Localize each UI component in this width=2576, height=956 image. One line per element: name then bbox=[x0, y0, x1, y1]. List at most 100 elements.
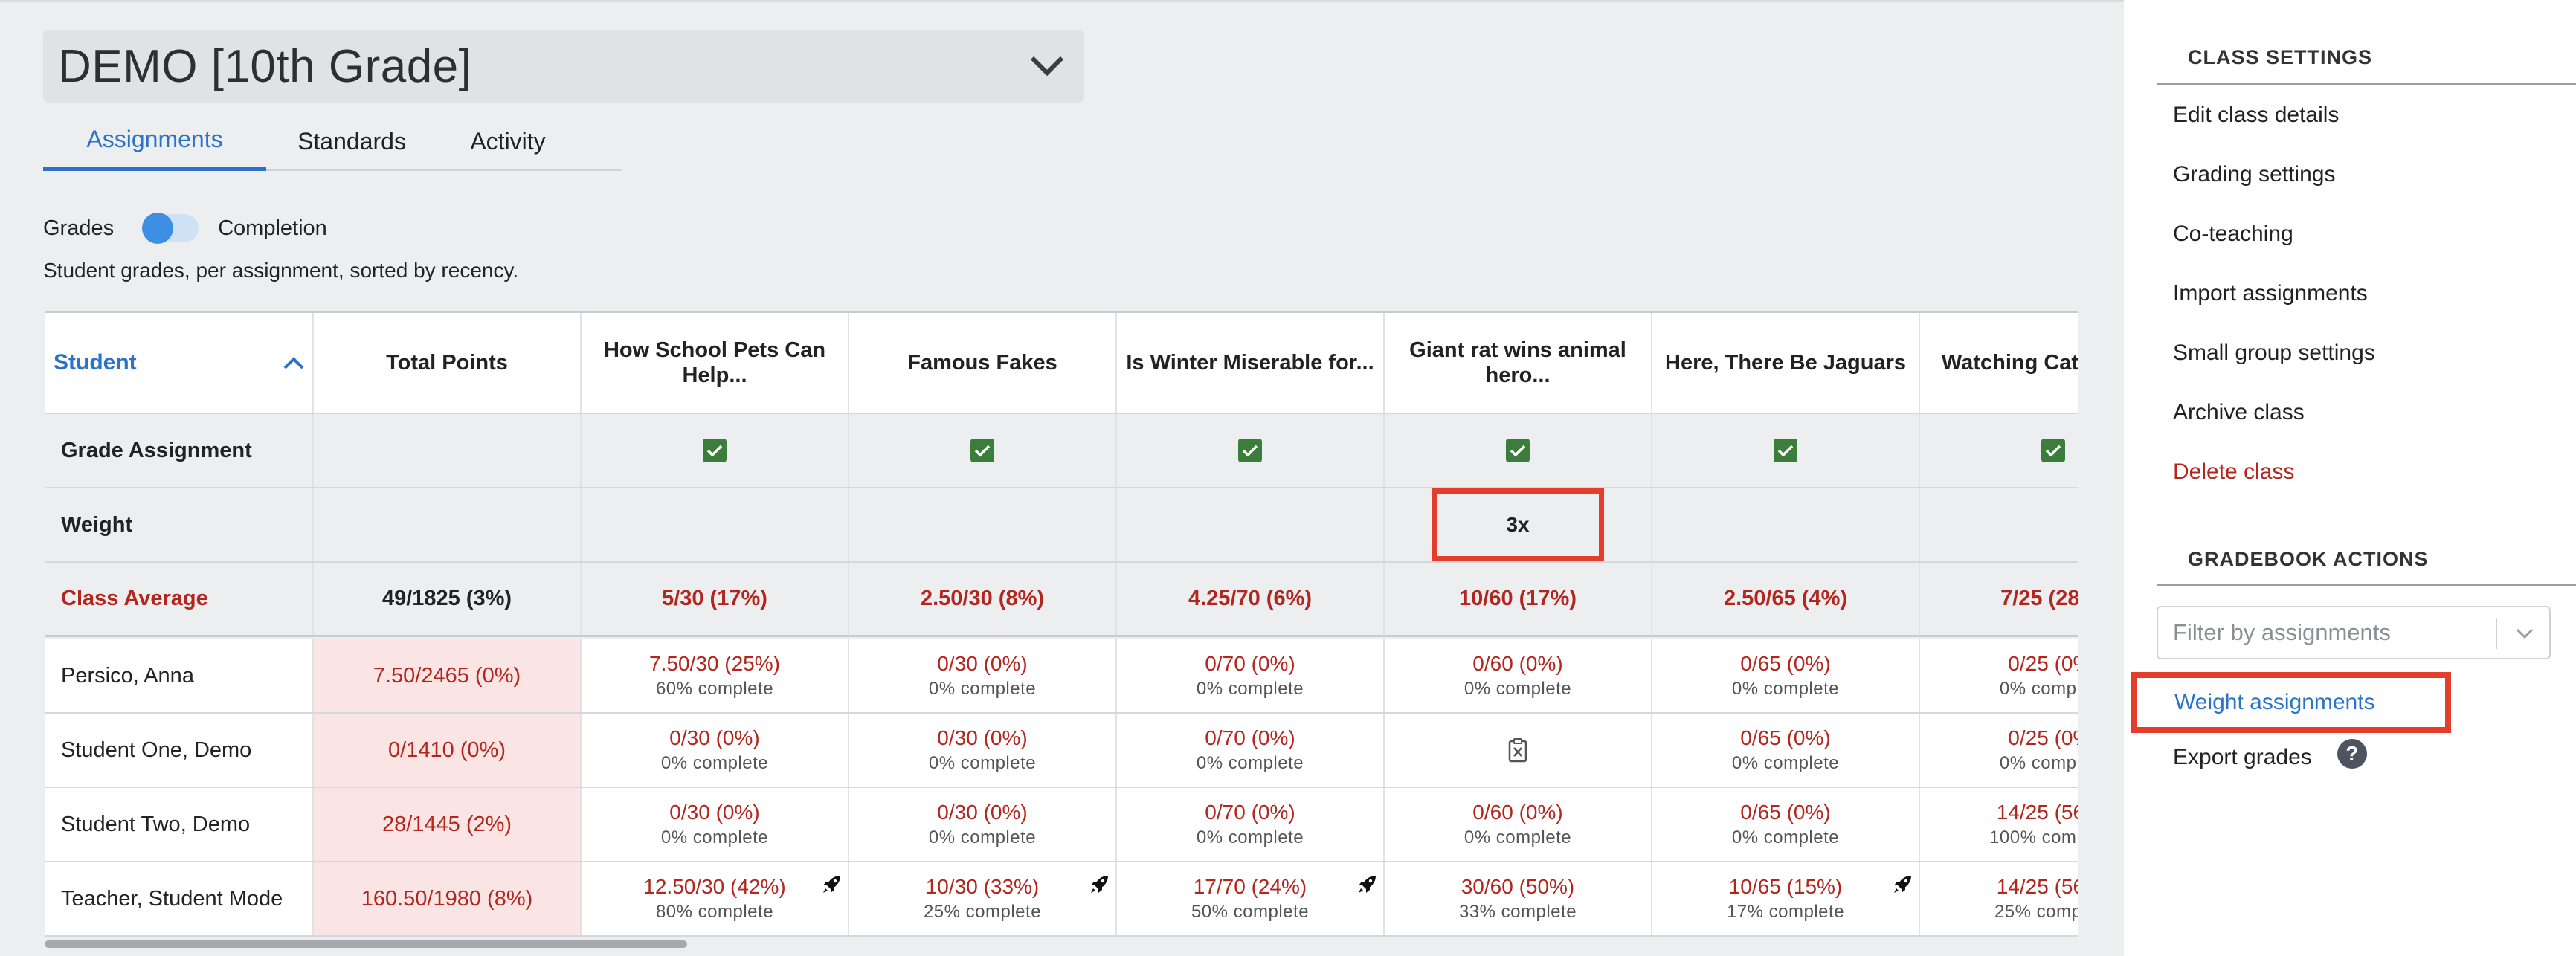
grading-settings-link[interactable]: Grading settings bbox=[2173, 162, 2336, 187]
chevron-down-icon[interactable] bbox=[2514, 622, 2536, 645]
score-cell[interactable]: 30/60 (50%) 33% complete bbox=[1385, 862, 1652, 935]
score: 17/70 (24%) bbox=[1193, 875, 1307, 898]
student-name[interactable]: Student One, Demo bbox=[45, 714, 314, 787]
score-cell[interactable]: 0/30 (0%) 0% complete bbox=[849, 639, 1117, 712]
score-cell[interactable]: 0/60 (0%) 0% complete bbox=[1385, 639, 1652, 712]
completion: 0% complete bbox=[1999, 753, 2078, 773]
small-group-settings-link[interactable]: Small group settings bbox=[2173, 340, 2375, 365]
score: 0/30 (0%) bbox=[669, 801, 760, 824]
score-cell[interactable]: 0/60 (0%) 0% complete bbox=[1385, 788, 1652, 861]
help-icon[interactable]: ? bbox=[2337, 739, 2367, 769]
weight-cell bbox=[314, 488, 582, 561]
co-teaching-link[interactable]: Co-teaching bbox=[2173, 222, 2293, 246]
rocket-icon bbox=[1091, 876, 1108, 893]
score-cell[interactable] bbox=[1385, 714, 1652, 787]
score-cell[interactable]: 0/70 (0%) 0% complete bbox=[1117, 639, 1385, 712]
total-cell-empty bbox=[314, 414, 582, 487]
completion: 80% complete bbox=[655, 902, 774, 922]
completion: 0% complete bbox=[1731, 753, 1840, 773]
import-assignments-link[interactable]: Import assignments bbox=[2173, 281, 2368, 306]
score-cell[interactable]: 0/30 (0%) 0% complete bbox=[582, 788, 849, 861]
gradebook-actions-heading: GRADEBOOK ACTIONS bbox=[2188, 548, 2429, 570]
tab-bar: Assignments Standards Activity bbox=[43, 112, 622, 171]
column-header-assignment[interactable]: Is Winter Miserable for... bbox=[1117, 313, 1385, 413]
weight-cell bbox=[1920, 488, 2078, 561]
score-cell[interactable]: 0/65 (0%) 0% complete bbox=[1652, 714, 1920, 787]
archive-class-link[interactable]: Archive class bbox=[2173, 400, 2305, 424]
column-header-assignment[interactable]: Famous Fakes bbox=[849, 313, 1117, 413]
completion: 0% complete bbox=[1196, 827, 1304, 847]
chevron-down-icon[interactable] bbox=[1025, 44, 1069, 88]
checkmark-icon bbox=[1510, 445, 1526, 457]
weight-assignments-link[interactable]: Weight assignments bbox=[2131, 672, 2451, 733]
score-cell[interactable]: 0/30 (0%) 0% complete bbox=[582, 714, 849, 787]
tab-standards[interactable]: Standards bbox=[297, 127, 406, 155]
score-cell[interactable]: 17/70 (24%) 50% complete bbox=[1117, 862, 1385, 935]
student-name[interactable]: Teacher, Student Mode bbox=[45, 862, 314, 935]
class-sidebar: CLASS SETTINGS Edit class details Gradin… bbox=[2124, 0, 2576, 956]
score-cell[interactable]: 0/70 (0%) 0% complete bbox=[1117, 714, 1385, 787]
score-cell[interactable]: 7.50/30 (25%) 60% complete bbox=[582, 639, 849, 712]
score: 0/70 (0%) bbox=[1205, 652, 1295, 675]
delete-class-link[interactable]: Delete class bbox=[2173, 459, 2295, 484]
grade-assignment-checkbox[interactable] bbox=[1238, 439, 1262, 462]
gradebook-table: Student Total Points How School Pets Can… bbox=[45, 311, 2078, 940]
score: 0/70 (0%) bbox=[1205, 801, 1295, 824]
completion: 100% complete bbox=[1989, 827, 2078, 847]
grade-assignment-checkbox[interactable] bbox=[1774, 439, 1797, 462]
completion: 25% complete bbox=[1994, 902, 2078, 922]
column-header-assignment[interactable]: Watching Cat Is Good bbox=[1920, 313, 2078, 413]
score-cell[interactable]: 0/65 (0%) 0% complete bbox=[1652, 639, 1920, 712]
weight-assignments-label: Weight assignments bbox=[2174, 690, 2375, 714]
score-cell[interactable]: 0/65 (0%) 0% complete bbox=[1652, 788, 1920, 861]
score: 0/25 (0%) bbox=[2008, 652, 2078, 675]
class-average-value: 7/25 (28%) bbox=[1920, 563, 2078, 635]
score: 10/30 (33%) bbox=[925, 875, 1040, 898]
column-header-assignment[interactable]: Giant rat wins animal hero... bbox=[1385, 313, 1652, 413]
score-cell[interactable]: 14/25 (56%) 100% complete bbox=[1920, 788, 2078, 861]
column-header-assignment[interactable]: How School Pets Can Help... bbox=[582, 313, 849, 413]
class-average-value: 2.50/65 (4%) bbox=[1652, 563, 1920, 635]
score-cell[interactable]: 0/30 (0%) 0% complete bbox=[849, 788, 1117, 861]
grades-completion-switch[interactable] bbox=[142, 213, 199, 244]
student-name[interactable]: Student Two, Demo bbox=[45, 788, 314, 861]
score-cell[interactable]: 10/65 (15%) 17% complete bbox=[1652, 862, 1920, 935]
column-header-student[interactable]: Student bbox=[45, 313, 314, 413]
score: 10/65 (15%) bbox=[1728, 875, 1843, 898]
student-name[interactable]: Persico, Anna bbox=[45, 639, 314, 712]
weight-cell bbox=[1652, 488, 1920, 561]
tab-activity[interactable]: Activity bbox=[470, 127, 546, 155]
grade-assignment-checkbox[interactable] bbox=[2041, 439, 2065, 462]
grade-assignment-checkbox[interactable] bbox=[703, 439, 727, 462]
score-cell[interactable]: 0/70 (0%) 0% complete bbox=[1117, 788, 1385, 861]
horizontal-scrollbar[interactable] bbox=[45, 940, 687, 948]
column-header-total[interactable]: Total Points bbox=[314, 313, 582, 413]
score-cell[interactable]: 0/25 (0%) 0% complete bbox=[1920, 714, 2078, 787]
score: 7.50/30 (25%) bbox=[649, 652, 780, 675]
grade-assignment-checkbox[interactable] bbox=[1506, 439, 1530, 462]
score-cell[interactable]: 12.50/30 (42%) 80% complete bbox=[582, 862, 849, 935]
column-header-assignment[interactable]: Here, There Be Jaguars bbox=[1652, 313, 1920, 413]
row-label: Weight bbox=[45, 488, 314, 561]
switch-knob bbox=[142, 213, 174, 244]
grade-assignment-checkbox[interactable] bbox=[970, 439, 994, 462]
export-grades-link[interactable]: Export grades bbox=[2173, 745, 2312, 769]
edit-class-details-link[interactable]: Edit class details bbox=[2173, 103, 2340, 127]
class-selector[interactable]: DEMO [10th Grade] bbox=[43, 30, 1084, 103]
completion: 0% complete bbox=[928, 679, 1037, 699]
sort-ascending-icon[interactable] bbox=[283, 355, 305, 370]
score-cell[interactable]: 0/30 (0%) 0% complete bbox=[849, 714, 1117, 787]
class-average-value: 4.25/70 (6%) bbox=[1117, 563, 1385, 635]
score: 0/30 (0%) bbox=[669, 726, 760, 749]
checkmark-icon bbox=[2045, 445, 2061, 457]
filter-by-assignments-select[interactable]: Filter by assignments bbox=[2157, 606, 2551, 659]
student-row: Persico, Anna 7.50/2465 (0%) 7.50/30 (25… bbox=[45, 639, 2078, 714]
checkmark-icon bbox=[1242, 445, 1258, 457]
score-cell[interactable]: 0/25 (0%) 0% complete bbox=[1920, 639, 2078, 712]
score: 0/70 (0%) bbox=[1205, 726, 1295, 749]
tab-assignments[interactable]: Assignments bbox=[43, 112, 266, 171]
weight-row: Weight 3x bbox=[45, 488, 2078, 563]
score-cell[interactable]: 14/25 (56%) 25% complete bbox=[1920, 862, 2078, 935]
score-cell[interactable]: 10/30 (33%) 25% complete bbox=[849, 862, 1117, 935]
weight-cell: 3x bbox=[1385, 488, 1652, 561]
